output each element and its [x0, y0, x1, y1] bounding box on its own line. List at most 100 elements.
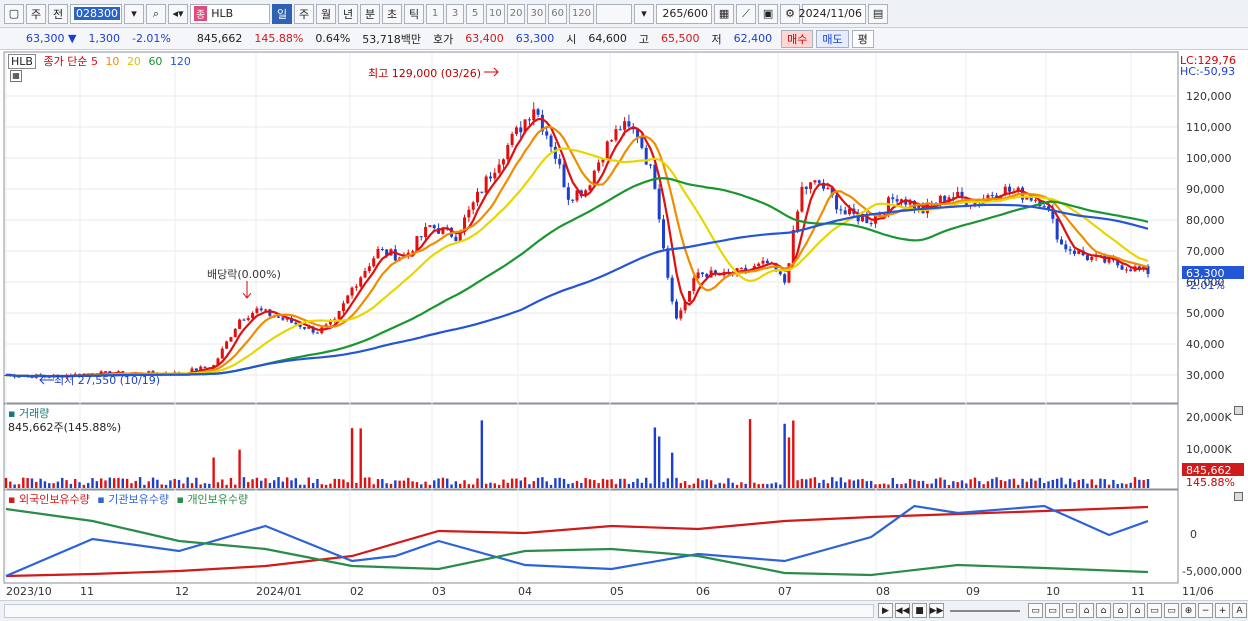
- forward-icon[interactable]: ▶▶: [929, 603, 944, 618]
- legend-foreign[interactable]: ▪ 외국인보유수량: [8, 493, 90, 506]
- stock-code-input[interactable]: 028300: [70, 3, 122, 24]
- candle-body: [549, 135, 553, 147]
- type-select[interactable]: 주: [26, 3, 46, 24]
- candle-body: [307, 326, 311, 329]
- horizontal-scrollbar[interactable]: [4, 604, 874, 618]
- font-icon[interactable]: A: [1232, 603, 1247, 618]
- period-tick[interactable]: 틱: [404, 3, 424, 24]
- interval-10[interactable]: 10: [486, 3, 505, 24]
- candle-body: [545, 131, 549, 136]
- legend-ma120[interactable]: 120: [169, 55, 191, 68]
- interval-20[interactable]: 20: [506, 3, 526, 24]
- volume-panel-close-icon[interactable]: [1234, 406, 1243, 415]
- period-second[interactable]: 초: [382, 3, 402, 24]
- save-icon[interactable]: ▣: [758, 3, 779, 24]
- interval-120[interactable]: 120: [568, 3, 595, 24]
- candle-body: [285, 318, 289, 320]
- draw-icon[interactable]: ⟋: [736, 3, 757, 24]
- view-icon-5[interactable]: ⌂: [1096, 603, 1111, 618]
- holdings-panel-close-icon[interactable]: [1234, 492, 1243, 501]
- legend-ma5[interactable]: 5: [90, 55, 98, 68]
- interval-custom-input[interactable]: [596, 3, 633, 24]
- volume-bar: [381, 479, 384, 488]
- interval-3[interactable]: 3: [446, 3, 464, 24]
- candle-body: [869, 223, 873, 225]
- candle-body: [627, 121, 631, 127]
- legend-ma-label[interactable]: 종가 단순: [43, 55, 88, 68]
- candle-body: [1077, 250, 1081, 254]
- volume-bar: [407, 477, 410, 488]
- volume-bar: [995, 477, 998, 488]
- volume-bar: [4, 477, 8, 488]
- interval-1[interactable]: 1: [426, 3, 444, 24]
- zoom-out-icon[interactable]: −: [1198, 603, 1213, 618]
- interval-5[interactable]: 5: [466, 3, 484, 24]
- candle-body: [800, 186, 804, 212]
- interval-60[interactable]: 60: [548, 3, 567, 24]
- count-input[interactable]: 265/600: [656, 3, 713, 24]
- view-icon-10[interactable]: ⊕: [1181, 603, 1196, 618]
- stock-name-field[interactable]: 종 HLB: [190, 3, 270, 24]
- chevron-down-icon[interactable]: ▾: [634, 3, 655, 24]
- candle-body: [891, 197, 895, 200]
- candle-body: [679, 310, 683, 319]
- eval-button[interactable]: 평: [851, 29, 874, 48]
- layout-icon[interactable]: ▢: [4, 3, 24, 24]
- interval-30[interactable]: 30: [527, 3, 547, 24]
- table-icon[interactable]: ▦: [10, 70, 22, 82]
- view-icon-9[interactable]: ▭: [1164, 603, 1179, 618]
- legend-institution[interactable]: ▪ 기관보유수량: [97, 493, 169, 506]
- legend-individual[interactable]: ▪ 개인보유수량: [176, 493, 249, 506]
- period-minute[interactable]: 분: [360, 3, 380, 24]
- volume-bar: [1012, 478, 1016, 488]
- chevron-down-icon[interactable]: ▾: [124, 3, 144, 24]
- volume-bar: [610, 479, 613, 488]
- holdings-line: [5, 504, 1149, 578]
- volume-bar: [822, 479, 825, 488]
- view-icon-1[interactable]: ▭: [1028, 603, 1043, 618]
- legend-ma20[interactable]: 20: [126, 55, 141, 68]
- view-icon-2[interactable]: ▭: [1045, 603, 1060, 618]
- stock-chart[interactable]: 120,000 110,000 100,000 90,000 80,000 70,000 6…: [0, 51, 1248, 601]
- candle-body: [744, 267, 748, 272]
- period-month[interactable]: 월: [316, 3, 336, 24]
- candle-body: [259, 308, 263, 311]
- stop-icon[interactable]: ■: [912, 603, 927, 618]
- volume-bar: [359, 428, 362, 488]
- speaker-icon[interactable]: ◂▾: [168, 3, 188, 24]
- calendar-icon[interactable]: ▤: [868, 3, 889, 24]
- period-week[interactable]: 주: [294, 3, 314, 24]
- volume-bar: [186, 477, 189, 488]
- legend-ma60[interactable]: 60: [148, 55, 163, 68]
- date-input[interactable]: 2024/11/06: [799, 3, 867, 24]
- play-icon[interactable]: ▶: [878, 603, 893, 618]
- view-icon-4[interactable]: ⌂: [1079, 603, 1094, 618]
- zoom-in-icon[interactable]: +: [1215, 603, 1230, 618]
- zoom-slider[interactable]: [950, 610, 1020, 612]
- buy-button[interactable]: 매수: [781, 29, 814, 48]
- period-day[interactable]: 일: [272, 3, 292, 24]
- volume-bar: [1094, 484, 1098, 488]
- view-icon-3[interactable]: ▭: [1062, 603, 1077, 618]
- volume-bar: [225, 484, 228, 488]
- volume-bar: [134, 480, 137, 488]
- view-icon-7[interactable]: ⌂: [1130, 603, 1145, 618]
- candle-body: [895, 199, 899, 202]
- volume-bar: [294, 478, 298, 488]
- candle-body: [251, 312, 255, 319]
- rewind-icon[interactable]: ◀◀: [895, 603, 910, 618]
- sell-button[interactable]: 매도: [816, 29, 849, 48]
- volume-bar: [506, 482, 509, 488]
- view-icon-8[interactable]: ▭: [1147, 603, 1162, 618]
- period-year[interactable]: 년: [338, 3, 358, 24]
- gear-icon[interactable]: ⚙: [780, 3, 801, 24]
- volume-bar: [1086, 483, 1089, 488]
- candle-body: [653, 164, 657, 189]
- search-icon[interactable]: ⌕: [146, 3, 166, 24]
- legend-stock-name[interactable]: HLB: [8, 54, 36, 69]
- prev-button[interactable]: 전: [48, 3, 68, 24]
- chart-area[interactable]: 120,000 110,000 100,000 90,000 80,000 70,000 6…: [0, 51, 1248, 601]
- legend-ma10[interactable]: 10: [105, 55, 120, 68]
- view-icon-6[interactable]: ⌂: [1113, 603, 1128, 618]
- tools-icon[interactable]: ▦: [714, 3, 735, 24]
